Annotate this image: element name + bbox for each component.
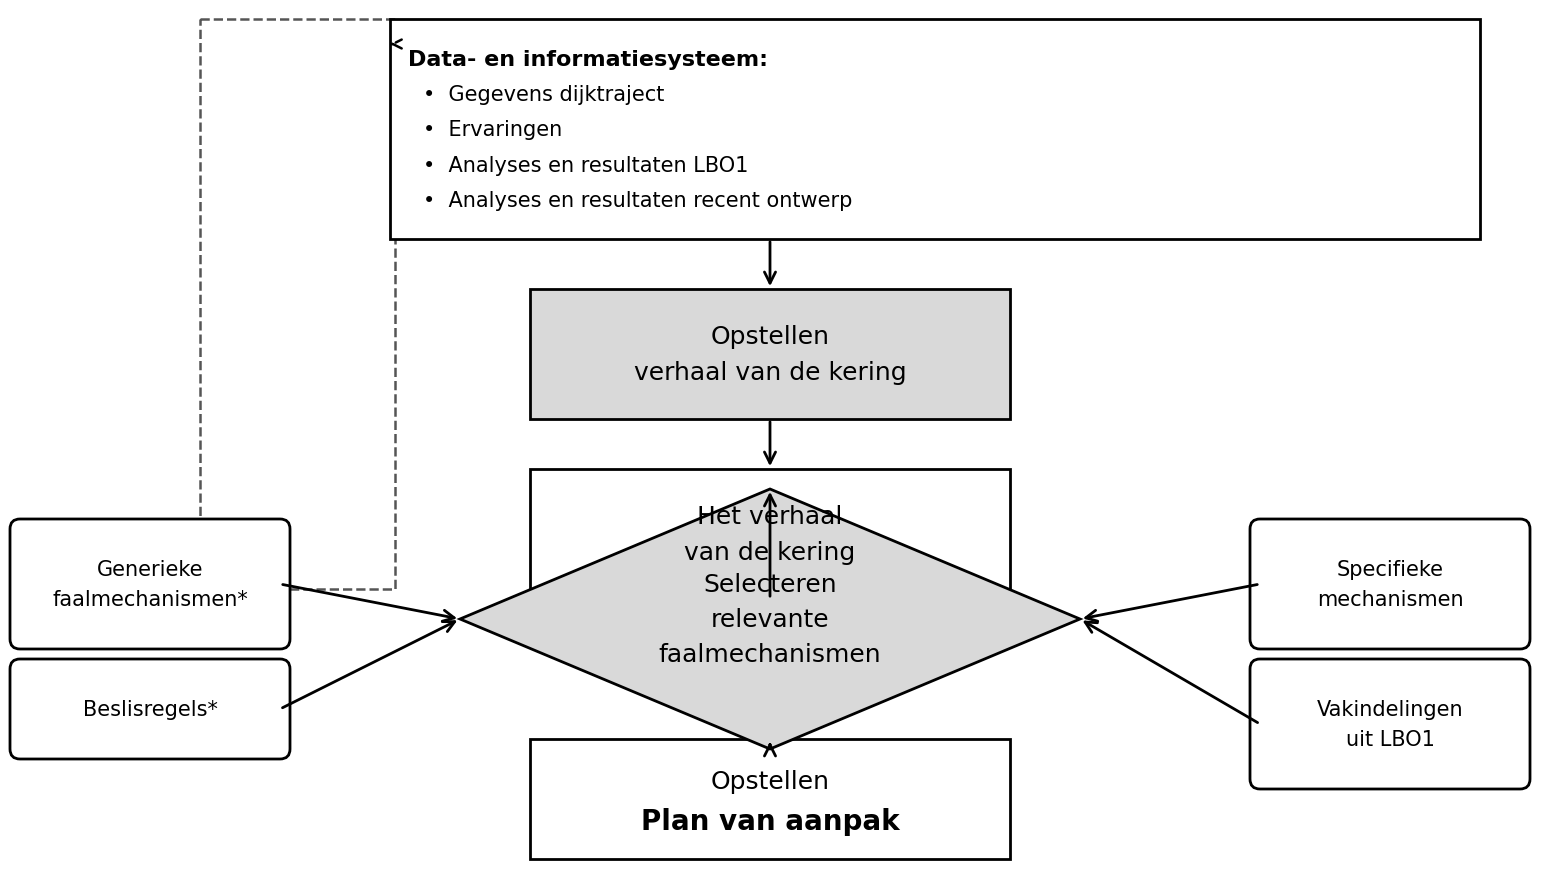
Bar bbox=[530, 739, 1009, 859]
Text: Het verhaal
van de kering: Het verhaal van de kering bbox=[684, 505, 855, 564]
Text: Opstellen
verhaal van de kering: Opstellen verhaal van de kering bbox=[633, 325, 906, 385]
Text: Generieke
faalmechanismen*: Generieke faalmechanismen* bbox=[52, 560, 248, 609]
Text: Beslisregels*: Beslisregels* bbox=[83, 699, 217, 719]
Bar bbox=[530, 470, 1009, 599]
Text: Data- en informatiesysteem:: Data- en informatiesysteem: bbox=[408, 50, 767, 70]
Bar bbox=[390, 20, 1479, 240]
Text: Opstellen: Opstellen bbox=[710, 769, 829, 793]
Text: •  Analyses en resultaten recent ontwerp: • Analyses en resultaten recent ontwerp bbox=[422, 190, 852, 211]
FancyBboxPatch shape bbox=[9, 519, 290, 649]
Text: •  Gegevens dijktraject: • Gegevens dijktraject bbox=[422, 85, 664, 105]
Text: Selecteren
relevante
faalmechanismen: Selecteren relevante faalmechanismen bbox=[658, 572, 881, 666]
Text: •  Ervaringen: • Ervaringen bbox=[422, 120, 562, 140]
Text: Specifieke
mechanismen: Specifieke mechanismen bbox=[1316, 560, 1464, 609]
FancyBboxPatch shape bbox=[9, 659, 290, 759]
FancyBboxPatch shape bbox=[1250, 519, 1530, 649]
FancyBboxPatch shape bbox=[1250, 659, 1530, 789]
Text: •  Analyses en resultaten LBO1: • Analyses en resultaten LBO1 bbox=[422, 155, 749, 175]
Bar bbox=[530, 290, 1009, 420]
Text: Vakindelingen
uit LBO1: Vakindelingen uit LBO1 bbox=[1316, 699, 1464, 749]
Bar bbox=[200, 20, 394, 589]
Polygon shape bbox=[461, 489, 1080, 750]
Text: Plan van aanpak: Plan van aanpak bbox=[641, 807, 900, 835]
